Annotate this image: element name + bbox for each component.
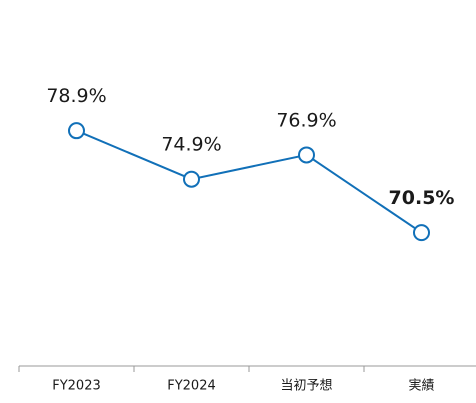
data-label: 76.9% [276, 109, 336, 131]
data-label: 74.9% [161, 134, 221, 156]
line [76, 129, 423, 234]
marker [68, 122, 85, 140]
x-tick-label: 当初予想 [280, 378, 332, 394]
marker [298, 146, 315, 164]
x-tick-label: 実績 [408, 378, 434, 394]
x-tick-label: FY2024 [167, 379, 216, 394]
data-label: 70.5% [389, 187, 455, 209]
marker [183, 170, 200, 188]
data-label: 78.9% [46, 85, 106, 107]
marker [413, 224, 430, 242]
x-tick-label: FY2023 [52, 379, 101, 394]
